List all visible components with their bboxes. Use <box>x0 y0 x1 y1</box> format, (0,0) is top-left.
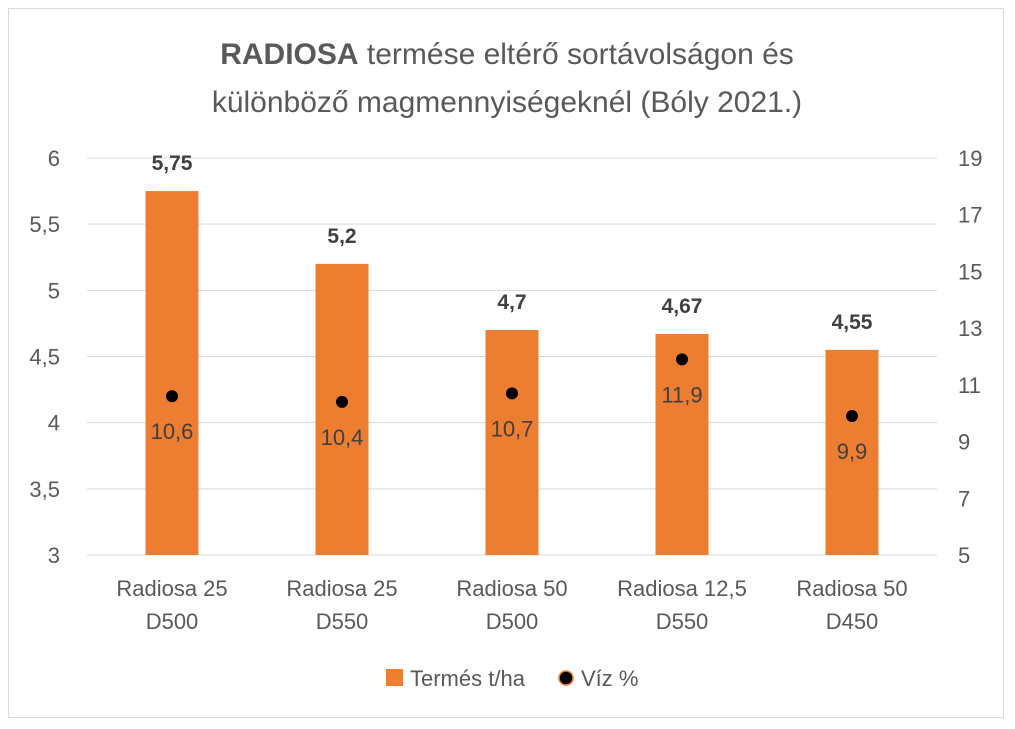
left-tick-label: 6 <box>48 146 60 171</box>
water-point <box>166 390 178 403</box>
category-label: Radiosa 25 <box>286 576 397 601</box>
bar-data-label: 5,75 <box>152 152 193 175</box>
left-tick-label: 3,5 <box>29 477 60 502</box>
right-tick-label: 17 <box>958 203 982 228</box>
category-label: D550 <box>656 609 709 634</box>
legend: Termés t/ha Víz % <box>386 666 638 691</box>
water-data-label: 9,9 <box>837 439 868 464</box>
chart-title-line-2: különböző magmennyiségeknél (Bóly 2021.) <box>212 86 802 119</box>
water-data-label: 11,9 <box>661 382 702 407</box>
right-tick-label: 13 <box>958 316 982 341</box>
water-point <box>506 387 518 400</box>
gridlines <box>87 157 937 556</box>
bar <box>655 334 709 555</box>
water-data-label: 10,7 <box>491 416 534 441</box>
chart-title-rest: termése eltérő sortávolságon és <box>359 38 794 71</box>
right-tick-label: 19 <box>958 146 982 171</box>
water-point <box>336 395 348 408</box>
point-series: 10,6 10,4 10,7 11,9 9,9 <box>151 353 868 464</box>
right-axis: 5 7 9 11 13 15 17 19 <box>958 146 982 568</box>
left-tick-label: 4,5 <box>29 345 60 370</box>
right-tick-label: 11 <box>958 373 981 398</box>
left-tick-label: 5 <box>48 278 60 303</box>
legend-label-point: Víz % <box>581 666 638 691</box>
legend-swatch-point <box>558 670 574 686</box>
water-data-label: 10,4 <box>321 425 364 450</box>
water-point <box>846 410 858 423</box>
category-label: D500 <box>146 609 199 634</box>
right-tick-label: 7 <box>958 486 970 511</box>
chart-title-bold: RADIOSA <box>220 38 358 71</box>
water-data-label: 10,6 <box>151 419 194 444</box>
legend-swatch-bar <box>386 669 403 686</box>
category-label: Radiosa 50 <box>796 576 907 601</box>
water-point <box>676 353 688 366</box>
category-label: Radiosa 25 <box>116 576 227 601</box>
bar <box>145 191 199 556</box>
bar <box>485 330 539 555</box>
category-label: Radiosa 12,5 <box>617 576 747 601</box>
bar-data-label: 4,55 <box>832 311 873 334</box>
left-tick-label: 5,5 <box>29 212 60 237</box>
right-tick-label: 15 <box>958 259 982 284</box>
category-label: Radiosa 50 <box>456 576 567 601</box>
category-label: D550 <box>316 609 369 634</box>
right-tick-label: 9 <box>958 430 970 455</box>
bar-data-label: 5,2 <box>327 225 356 248</box>
left-tick-label: 3 <box>48 543 60 568</box>
left-tick-label: 4 <box>48 411 60 436</box>
chart-title-line-1: RADIOSA termése eltérő sortávolságon és <box>220 38 794 71</box>
right-tick-label: 5 <box>958 543 970 568</box>
left-axis: 3 3,5 4 4,5 5 5,5 6 <box>29 146 60 568</box>
bar <box>315 263 369 555</box>
bar-series: 5,75 5,2 4,7 4,67 4,55 <box>145 152 879 556</box>
category-label: D450 <box>826 609 879 634</box>
bar-data-label: 4,7 <box>497 291 526 314</box>
category-axis: Radiosa 25 D500 Radiosa 25 D550 Radiosa 50 D5… <box>116 576 907 634</box>
bar <box>825 349 879 555</box>
category-label: D500 <box>486 609 539 634</box>
bar-data-label: 4,67 <box>662 295 703 318</box>
legend-label-bar: Termés t/ha <box>410 666 526 691</box>
